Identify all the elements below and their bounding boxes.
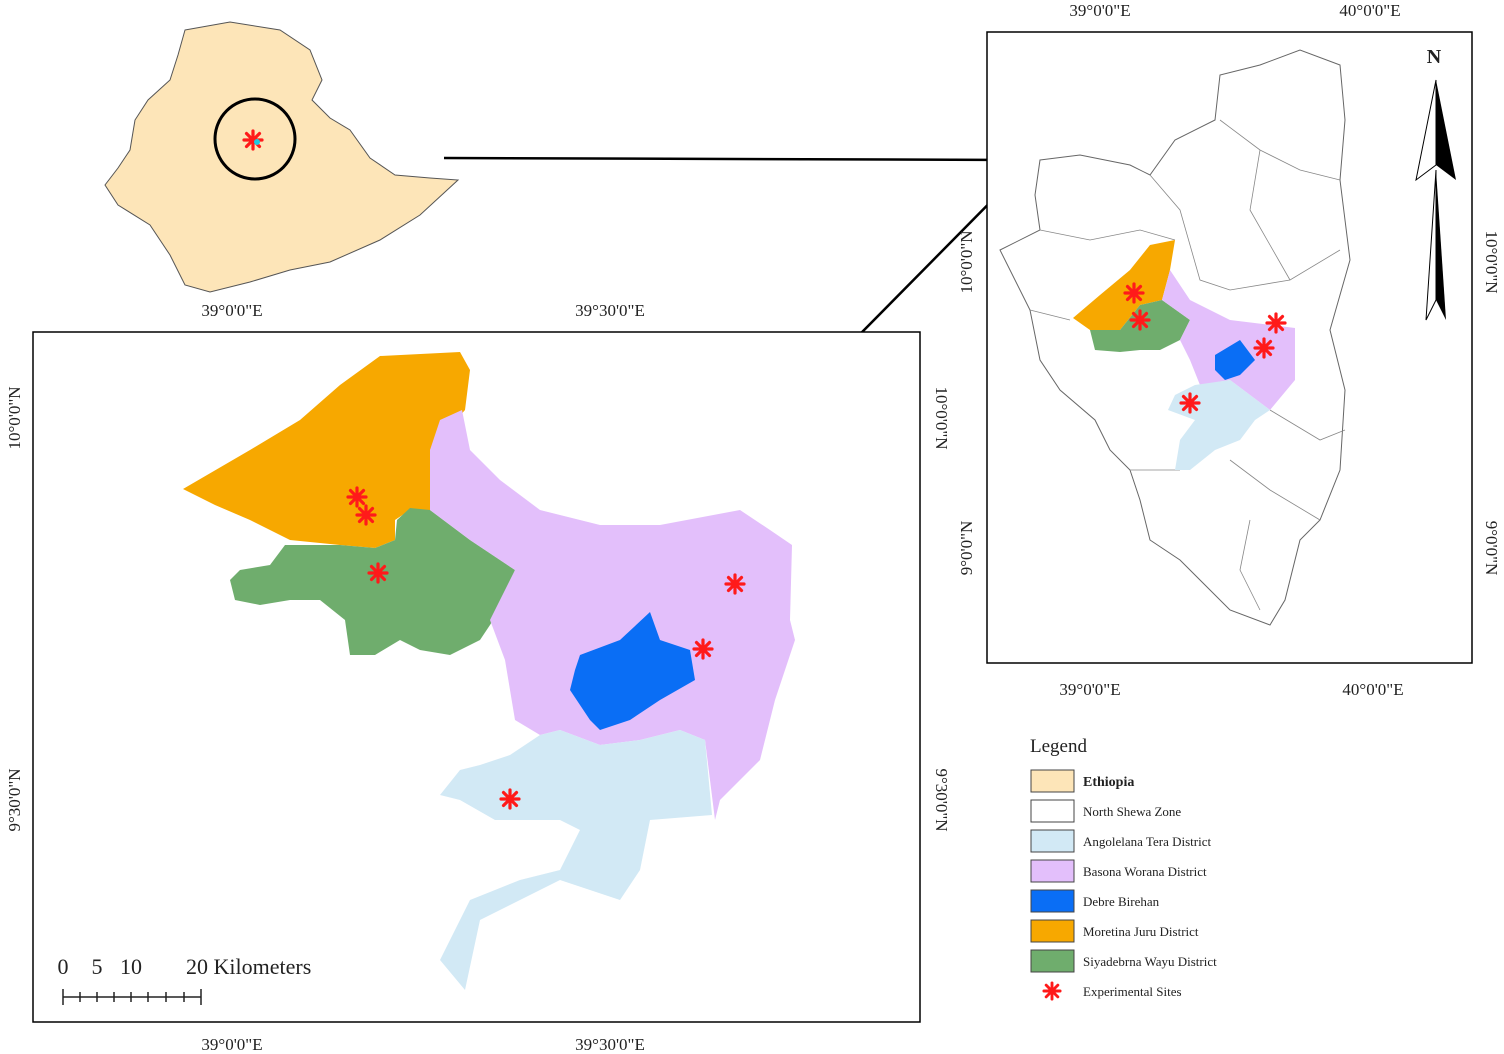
legend-label: Experimental Sites <box>1083 984 1182 999</box>
scale-label: 20 Kilometers <box>186 954 311 979</box>
legend-swatch <box>1030 769 1075 793</box>
coord-label: 39°30'0"E <box>575 1035 645 1054</box>
marker-stroke <box>1044 983 1060 999</box>
coord-label: 39°0'0"E <box>201 1035 262 1054</box>
legend-title: Legend <box>1030 736 1087 757</box>
legend-label: Debre Birehan <box>1083 894 1160 909</box>
coord-label: 40°0'0"E <box>1342 680 1403 699</box>
legend-swatch <box>1030 919 1075 943</box>
inset-moretina <box>1073 240 1175 330</box>
ethiopia-shape <box>104 21 460 293</box>
scale-bar: 0 5 10 20 Kilometers <box>58 954 311 1005</box>
legend-label: Moretina Juru District <box>1083 924 1199 939</box>
coord-label: 10°0'0"N <box>5 386 24 449</box>
locator-circle <box>213 97 297 181</box>
coord-label: 9°0'0"N <box>957 521 976 576</box>
legend-label: Siyadebrna Wayu District <box>1083 954 1217 969</box>
district-moretina <box>183 352 470 548</box>
coord-label: 9°0'0"N <box>1482 521 1501 576</box>
legend-label: Ethiopia <box>1083 775 1134 790</box>
legend-swatch <box>1030 799 1075 823</box>
coord-label: 39°0'0"E <box>1069 1 1130 20</box>
legend-swatch <box>1030 859 1075 883</box>
coord-label: 9°30'0"N <box>932 768 951 831</box>
zone-boundaries <box>1029 119 1346 611</box>
coord-label: 9°30'0"N <box>5 768 24 831</box>
north-arrow: N <box>1415 46 1456 321</box>
coord-label: 40°0'0"E <box>1339 1 1400 20</box>
scale-label: 10 <box>120 954 142 979</box>
legend-marker <box>1042 981 1062 1001</box>
debre-birehan <box>570 612 695 730</box>
coord-label: 10°0'0"N <box>932 386 951 449</box>
legend-swatch <box>1030 949 1075 973</box>
scale-label: 5 <box>92 954 103 979</box>
district-basona <box>430 410 795 820</box>
legend-swatch <box>1030 889 1075 913</box>
coord-label: 10°0'0"N <box>1482 230 1501 293</box>
legend-label: North Shewa Zone <box>1083 804 1181 819</box>
district-siyadebrna <box>230 508 515 655</box>
coord-label: 10°0'0"N <box>957 230 976 293</box>
coord-label: 39°30'0"E <box>575 301 645 320</box>
inset-basona <box>1162 270 1295 410</box>
coord-label: 39°0'0"E <box>1059 680 1120 699</box>
legend-swatch <box>1030 829 1075 853</box>
legend-label: Basona Worana District <box>1083 864 1207 879</box>
locator-dot <box>254 139 260 145</box>
coord-label: 39°0'0"E <box>201 301 262 320</box>
legend: Legend Ethiopia North Shewa Zone Angolelan… <box>1030 736 1217 1001</box>
legend-label: Angolelana Tera District <box>1083 834 1211 849</box>
north-label: N <box>1427 46 1442 68</box>
scale-label: 0 <box>58 954 69 979</box>
inset-debre-birehan <box>1215 340 1255 380</box>
